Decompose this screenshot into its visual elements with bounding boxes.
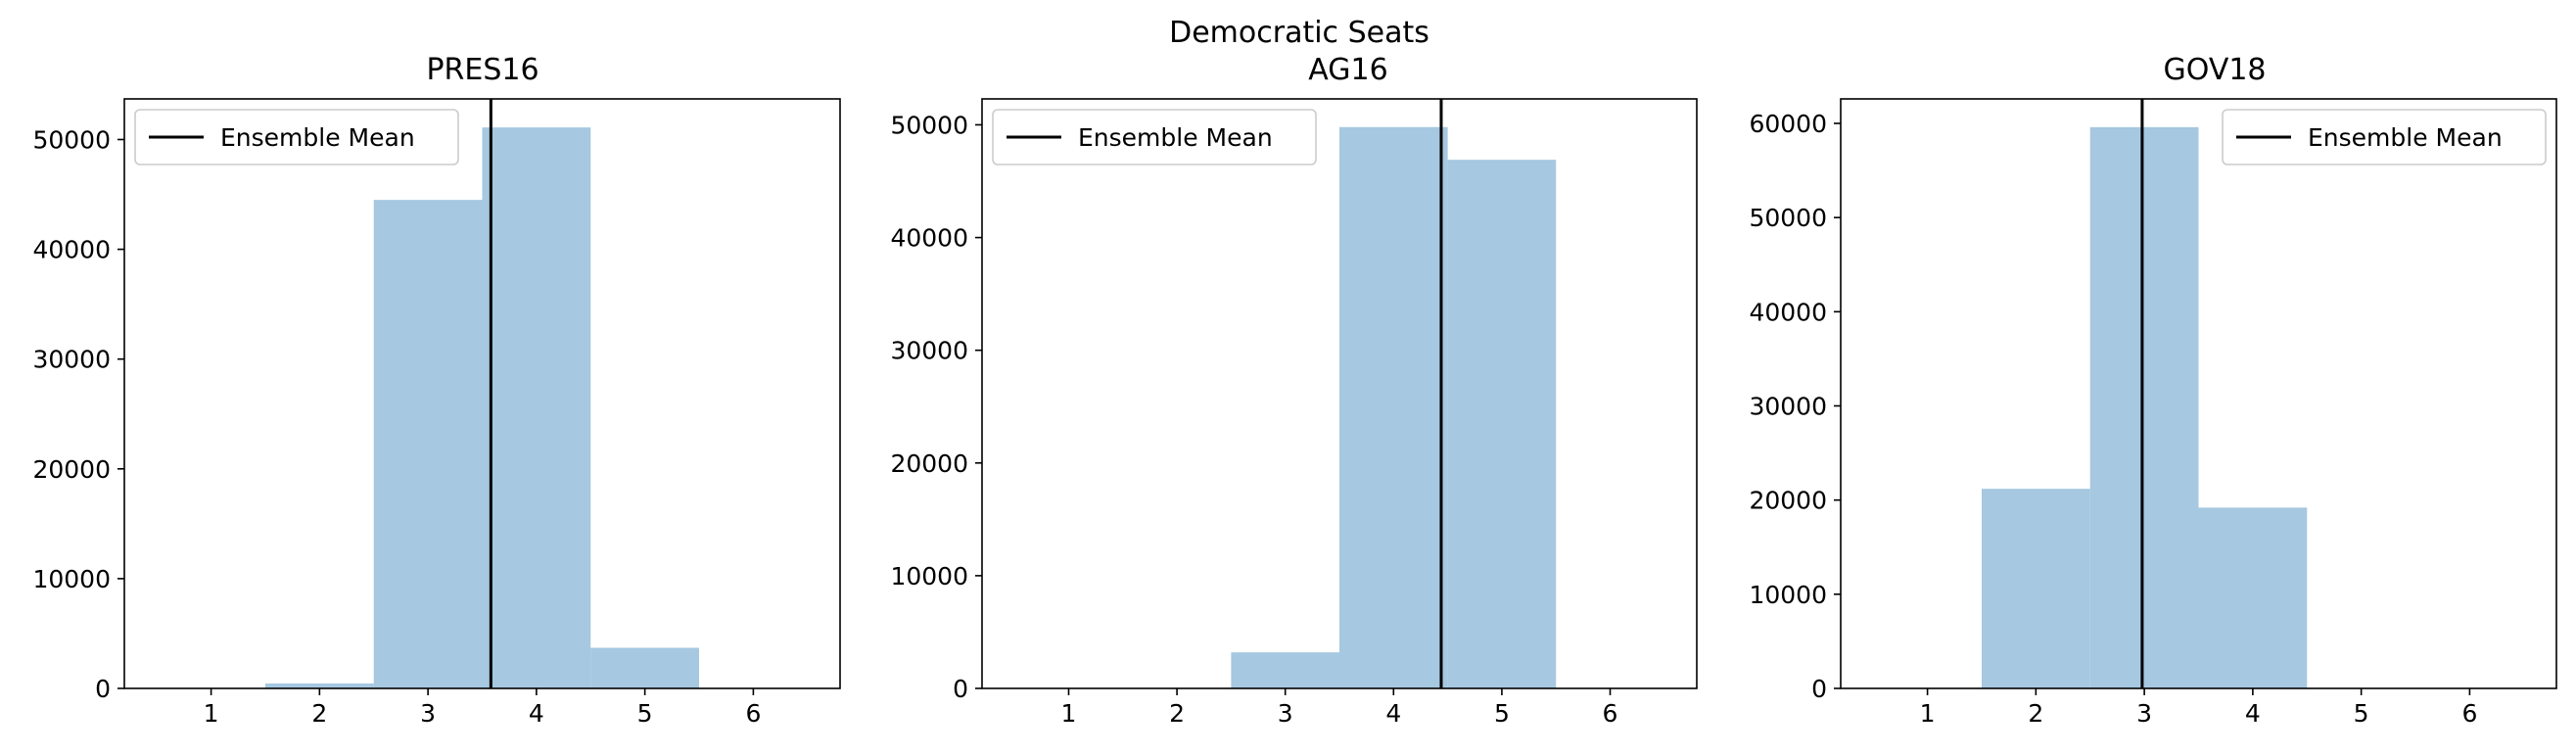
x-tick-label: 5 — [1494, 699, 1510, 728]
y-tick-label: 0 — [95, 675, 111, 703]
subplot-1: PRES16 1 2 3 4 5 6 0 10000 20000 30000 40000 50000 E… — [32, 53, 841, 728]
histogram-bar — [264, 683, 374, 688]
subplot-1-plot-area: 1 2 3 4 5 6 0 10000 20000 30000 40000 50000 Ensemble… — [32, 98, 841, 728]
legend-box — [2222, 109, 2547, 165]
x-tick-label: 1 — [204, 699, 219, 728]
x-tick-label: 2 — [2028, 699, 2043, 728]
x-tick-label: 6 — [1603, 699, 1618, 728]
subplot-2-plot-area: 1 2 3 4 5 6 0 10000 20000 30000 40000 50000 Ensemble… — [890, 98, 1698, 728]
axes-frame — [1840, 98, 2557, 689]
figure-suptitle: Democratic Seats — [1169, 16, 1429, 50]
legend-label: Ensemble Mean — [1078, 123, 1273, 152]
y-tick-label: 30000 — [32, 346, 111, 374]
x-tick-label: 3 — [420, 699, 436, 728]
legend-label: Ensemble Mean — [2308, 123, 2503, 152]
legend: Ensemble Mean — [2222, 109, 2547, 165]
y-tick-label: 30000 — [890, 337, 968, 365]
histogram-bar — [482, 127, 591, 689]
y-tick-label: 10000 — [1749, 581, 1827, 609]
legend: Ensemble Mean — [992, 109, 1317, 165]
histogram-bar — [1339, 126, 1448, 688]
x-tick-label: 3 — [2136, 699, 2152, 728]
histogram-bar — [373, 200, 483, 689]
y-tick-label: 0 — [1811, 675, 1827, 703]
x-tick-label: 6 — [2461, 699, 2477, 728]
histogram-bar — [2089, 126, 2199, 688]
subplot-3: GOV18 1 2 3 4 5 6 0 10000 20000 30000 40000 50000 60… — [1749, 53, 2557, 728]
axes-frame — [123, 98, 841, 689]
histogram-bar — [2198, 507, 2308, 688]
y-tick-label: 40000 — [32, 236, 111, 264]
y-tick-label: 10000 — [32, 565, 111, 593]
histogram-bar — [590, 647, 700, 688]
y-tick-label: 40000 — [890, 224, 968, 253]
x-tick-label: 5 — [637, 699, 653, 728]
y-tick-label: 50000 — [1749, 204, 1827, 232]
x-tick-label: 4 — [2245, 699, 2261, 728]
y-tick-label: 0 — [953, 675, 968, 703]
histogram-bar — [1231, 652, 1339, 688]
legend-box — [992, 109, 1317, 165]
x-tick-label: 1 — [1920, 699, 1936, 728]
y-tick-label: 40000 — [1749, 298, 1827, 326]
y-tick-label: 60000 — [1749, 110, 1827, 138]
x-tick-label: 2 — [1169, 699, 1185, 728]
subplot-2-title: AG16 — [1308, 53, 1387, 87]
x-tick-label: 2 — [311, 699, 327, 728]
x-tick-label: 4 — [529, 699, 544, 728]
y-tick-label: 10000 — [890, 562, 968, 590]
legend-box — [134, 109, 459, 165]
subplot-3-plot-area: 1 2 3 4 5 6 0 10000 20000 30000 40000 50000 60000 Ens… — [1749, 98, 2557, 728]
subplot-2: AG16 1 2 3 4 5 6 0 10000 20000 30000 40000 50000 Ens… — [890, 53, 1698, 728]
x-tick-label: 1 — [1061, 699, 1077, 728]
histogram-bar — [1447, 160, 1557, 688]
x-tick-label: 3 — [1278, 699, 1293, 728]
histogram-bar — [1981, 489, 2090, 688]
y-tick-label: 50000 — [32, 125, 111, 154]
legend: Ensemble Mean — [134, 109, 459, 165]
legend-label: Ensemble Mean — [220, 123, 415, 152]
x-tick-label: 4 — [1385, 699, 1401, 728]
y-tick-label: 20000 — [32, 455, 111, 484]
subplot-1-title: PRES16 — [426, 53, 539, 87]
x-tick-label: 5 — [2354, 699, 2369, 728]
x-tick-label: 6 — [745, 699, 761, 728]
y-tick-label: 30000 — [1749, 393, 1827, 421]
subplot-3-title: GOV18 — [2163, 53, 2266, 87]
axes-frame — [981, 98, 1698, 689]
y-tick-label: 20000 — [1749, 487, 1827, 515]
y-tick-label: 50000 — [890, 111, 968, 139]
y-tick-label: 20000 — [890, 449, 968, 478]
